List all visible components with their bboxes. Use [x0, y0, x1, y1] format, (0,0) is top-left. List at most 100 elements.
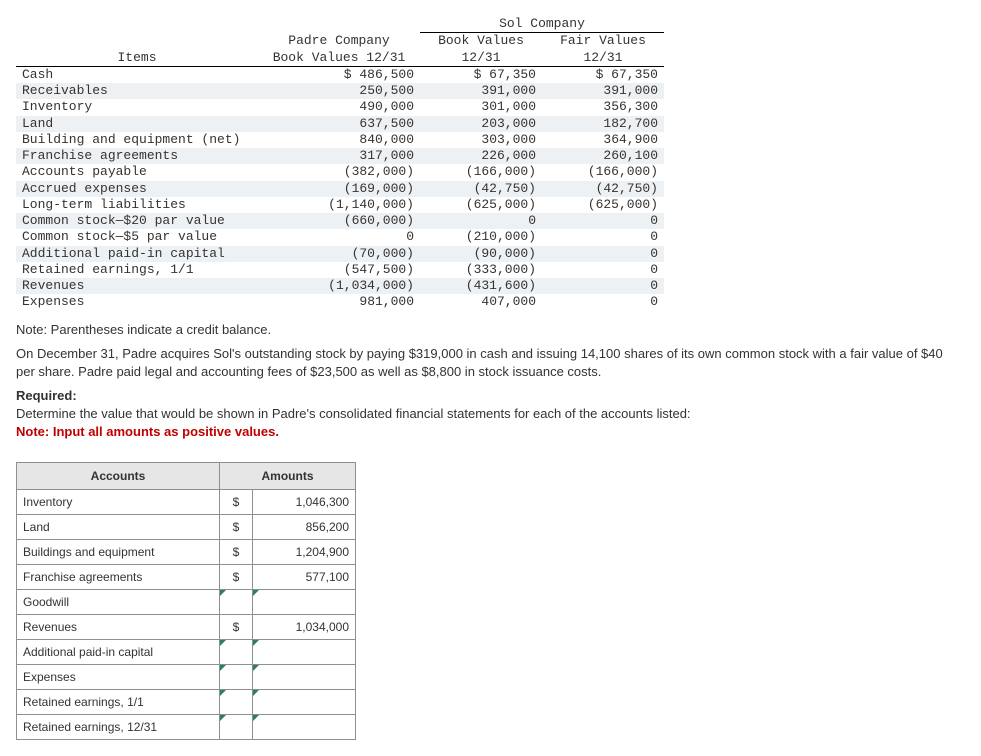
item-label: Additional paid-in capital: [16, 246, 258, 262]
table-row: Common stock—$20 par value(660,000)00: [16, 213, 664, 229]
amount-input[interactable]: 1,204,900: [253, 539, 356, 564]
padre-value: 317,000: [258, 148, 420, 164]
sol-fv-value: 182,700: [542, 116, 664, 132]
sol-fv-value: 364,900: [542, 132, 664, 148]
account-name[interactable]: Revenues: [17, 614, 220, 639]
sol-fv-value: 260,100: [542, 148, 664, 164]
sol-fv-value: $ 67,350: [542, 66, 664, 83]
sol-bv-header-2: 12/31: [420, 50, 542, 67]
sol-bv-value: 301,000: [420, 99, 542, 115]
table-row: Additional paid-in capital(70,000)(90,00…: [16, 246, 664, 262]
padre-value: (660,000): [258, 213, 420, 229]
sol-bv-value: $ 67,350: [420, 66, 542, 83]
table-row: Retained earnings, 12/31: [17, 714, 356, 739]
table-row: Expenses: [17, 664, 356, 689]
account-name[interactable]: Additional paid-in capital: [17, 639, 220, 664]
padre-header-1: Padre Company: [258, 33, 420, 50]
amount-input[interactable]: [253, 689, 356, 714]
accounts-table: Accounts Amounts Inventory$1,046,300Land…: [16, 462, 356, 740]
sol-bv-value: (431,600): [420, 278, 542, 294]
sol-bv-value: (210,000): [420, 229, 542, 245]
table-row: Additional paid-in capital: [17, 639, 356, 664]
table-row: Long-term liabilities(1,140,000)(625,000…: [16, 197, 664, 213]
table-row: Revenues$1,034,000: [17, 614, 356, 639]
item-label: Franchise agreements: [16, 148, 258, 164]
currency-cell[interactable]: $: [220, 564, 253, 589]
account-name[interactable]: Land: [17, 514, 220, 539]
sol-fv-value: 0: [542, 246, 664, 262]
item-label: Retained earnings, 1/1: [16, 262, 258, 278]
padre-value: 490,000: [258, 99, 420, 115]
account-name[interactable]: Retained earnings, 1/1: [17, 689, 220, 714]
item-label: Accrued expenses: [16, 181, 258, 197]
padre-value: 250,500: [258, 83, 420, 99]
currency-cell[interactable]: [220, 589, 253, 614]
sol-bv-header-1: Book Values: [420, 33, 542, 50]
table-row: Goodwill: [17, 589, 356, 614]
table-row: Franchise agreements$577,100: [17, 564, 356, 589]
amount-input[interactable]: 1,034,000: [253, 614, 356, 639]
item-label: Common stock—$5 par value: [16, 229, 258, 245]
sol-bv-value: 391,000: [420, 83, 542, 99]
padre-value: 637,500: [258, 116, 420, 132]
account-name[interactable]: Retained earnings, 12/31: [17, 714, 220, 739]
accounts-header: Accounts: [17, 462, 220, 489]
item-label: Receivables: [16, 83, 258, 99]
table-row: Common stock—$5 par value0(210,000)0: [16, 229, 664, 245]
note-parentheses: Note: Parentheses indicate a credit bala…: [16, 321, 965, 339]
item-label: Inventory: [16, 99, 258, 115]
sol-fv-value: (166,000): [542, 164, 664, 180]
required-body: Determine the value that would be shown …: [16, 406, 691, 421]
currency-cell[interactable]: $: [220, 489, 253, 514]
table-row: Inventory490,000301,000356,300: [16, 99, 664, 115]
note-positive-values: Note: Input all amounts as positive valu…: [16, 424, 279, 439]
sol-fv-value: 0: [542, 294, 664, 310]
account-name[interactable]: Goodwill: [17, 589, 220, 614]
account-name[interactable]: Expenses: [17, 664, 220, 689]
amount-input[interactable]: [253, 714, 356, 739]
account-name[interactable]: Franchise agreements: [17, 564, 220, 589]
sol-bv-value: 407,000: [420, 294, 542, 310]
padre-value: (1,034,000): [258, 278, 420, 294]
currency-cell[interactable]: [220, 714, 253, 739]
currency-cell[interactable]: $: [220, 539, 253, 564]
sol-bv-value: 226,000: [420, 148, 542, 164]
sol-company-header: Sol Company: [420, 16, 664, 33]
amount-input[interactable]: 1,046,300: [253, 489, 356, 514]
sol-bv-value: 203,000: [420, 116, 542, 132]
table-row: Accrued expenses(169,000)(42,750)(42,750…: [16, 181, 664, 197]
amount-input[interactable]: 856,200: [253, 514, 356, 539]
account-name[interactable]: Inventory: [17, 489, 220, 514]
sol-bv-value: (333,000): [420, 262, 542, 278]
sol-fv-value: 356,300: [542, 99, 664, 115]
item-label: Building and equipment (net): [16, 132, 258, 148]
item-label: Expenses: [16, 294, 258, 310]
table-row: Cash$ 486,500$ 67,350$ 67,350: [16, 66, 664, 83]
item-label: Land: [16, 116, 258, 132]
padre-value: (169,000): [258, 181, 420, 197]
amount-input[interactable]: [253, 639, 356, 664]
table-row: Expenses981,000407,0000: [16, 294, 664, 310]
account-name[interactable]: Buildings and equipment: [17, 539, 220, 564]
padre-header-2: Book Values 12/31: [258, 50, 420, 67]
amount-input[interactable]: 577,100: [253, 564, 356, 589]
table-row: Revenues(1,034,000)(431,600)0: [16, 278, 664, 294]
amount-input[interactable]: [253, 664, 356, 689]
currency-cell[interactable]: $: [220, 614, 253, 639]
padre-value: 0: [258, 229, 420, 245]
currency-cell[interactable]: [220, 689, 253, 714]
amount-input[interactable]: [253, 589, 356, 614]
sol-fv-value: 0: [542, 262, 664, 278]
currency-cell[interactable]: [220, 664, 253, 689]
sol-bv-value: (166,000): [420, 164, 542, 180]
table-row: Buildings and equipment$1,204,900: [17, 539, 356, 564]
currency-cell[interactable]: [220, 639, 253, 664]
table-row: Land$856,200: [17, 514, 356, 539]
item-label: Revenues: [16, 278, 258, 294]
amounts-header: Amounts: [220, 462, 356, 489]
padre-value: (1,140,000): [258, 197, 420, 213]
padre-value: $ 486,500: [258, 66, 420, 83]
sol-fv-value: 391,000: [542, 83, 664, 99]
currency-cell[interactable]: $: [220, 514, 253, 539]
items-header: Items: [16, 50, 258, 67]
